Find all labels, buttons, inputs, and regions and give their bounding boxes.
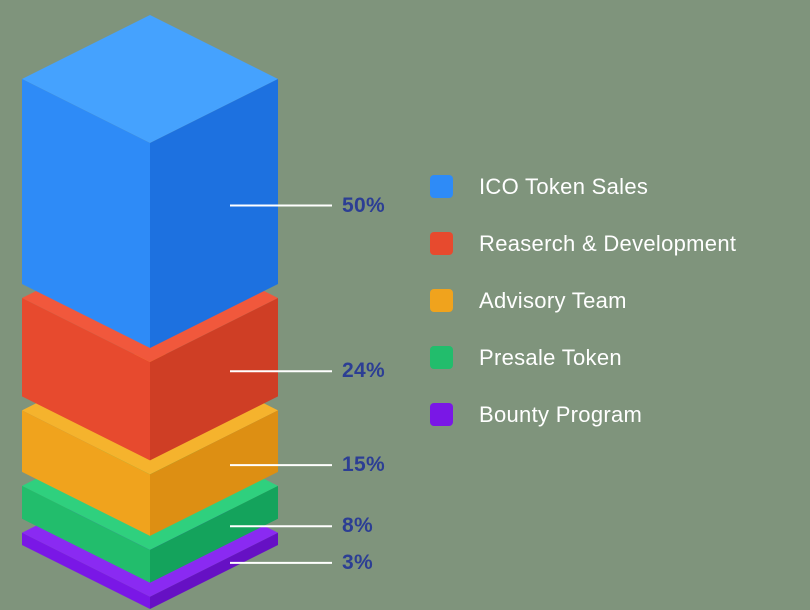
segment-reaserch-development-left-face <box>22 298 150 461</box>
legend-item-ico-token-sales: ICO Token Sales <box>430 174 736 199</box>
segment-advisory-team-left-face <box>22 410 150 536</box>
legend-label-bounty-program: Bounty Program <box>479 402 643 427</box>
legend-swatch-bounty-program <box>430 403 453 426</box>
segment-presale-token-left-face <box>22 485 150 583</box>
legend-label-presale-token: Presale Token <box>479 345 622 370</box>
legend-item-bounty-program: Bounty Program <box>430 402 736 427</box>
legend-swatch-ico-token-sales <box>430 175 453 198</box>
value-label-presale-token: 8% <box>342 514 373 538</box>
value-label-bounty-program: 3% <box>342 550 373 574</box>
value-label-reaserch-development: 24% <box>342 359 385 383</box>
segment-advisory-team-right-face <box>150 410 278 536</box>
segment-bounty-program-right-face <box>150 532 278 609</box>
segment-presale-token-right-face <box>150 485 278 583</box>
legend-label-ico-token-sales: ICO Token Sales <box>479 174 649 199</box>
value-label-advisory-team: 15% <box>342 453 385 477</box>
legend-swatch-advisory-team <box>430 289 453 312</box>
legend-item-advisory-team: Advisory Team <box>430 288 736 313</box>
legend-swatch-presale-token <box>430 346 453 369</box>
chart-legend: ICO Token Sales Reaserch & Development Adv… <box>430 174 736 427</box>
legend-label-advisory-team: Advisory Team <box>479 288 627 313</box>
value-label-ico-token-sales: 50% <box>342 193 385 217</box>
segment-ico-token-sales-right-face <box>150 79 278 348</box>
legend-label-reaserch-development: Reaserch & Development <box>479 231 737 256</box>
segment-ico-token-sales-left-face <box>22 79 150 348</box>
legend-swatch-reaserch-development <box>430 232 453 255</box>
legend-item-presale-token: Presale Token <box>430 345 736 370</box>
legend-item-reaserch-development: Reaserch & Development <box>430 231 736 256</box>
segment-bounty-program-left-face <box>22 532 150 609</box>
segment-reaserch-development-right-face <box>150 298 278 461</box>
